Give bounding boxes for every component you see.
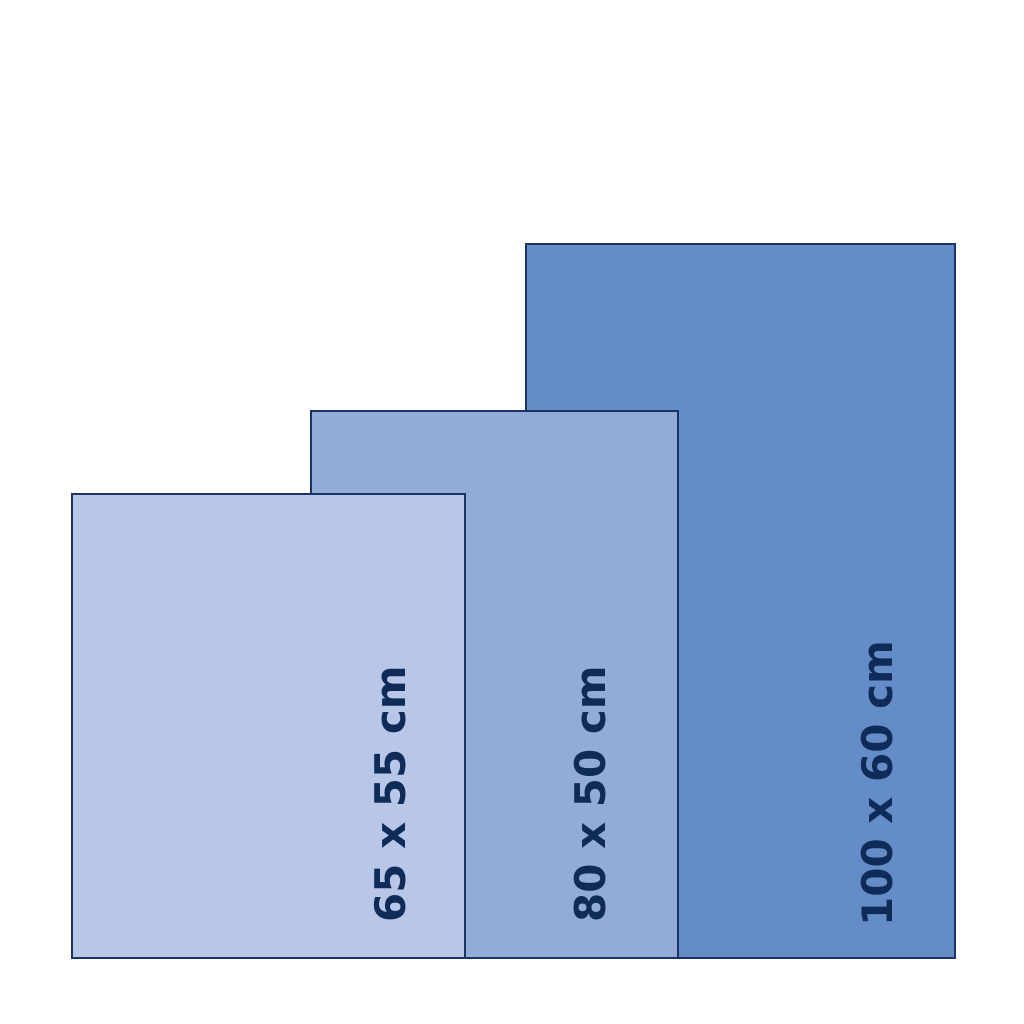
size-65x55-rect xyxy=(71,493,466,959)
size-100x60-label: 100 x 60 cm xyxy=(853,640,902,926)
size-80x50-label: 80 x 50 cm xyxy=(566,665,615,922)
size-65x55-label: 65 x 55 cm xyxy=(366,665,415,922)
